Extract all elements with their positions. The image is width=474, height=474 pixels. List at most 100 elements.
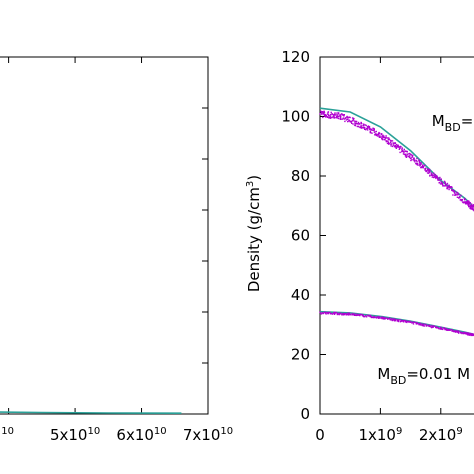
scatter-point <box>382 134 384 136</box>
scatter-point <box>418 159 420 161</box>
scatter-point <box>331 113 333 115</box>
scatter-point <box>384 317 387 319</box>
scatter-point <box>387 141 390 143</box>
scatter-point <box>393 142 395 144</box>
scatter-point <box>472 333 474 335</box>
scatter-point <box>451 186 453 189</box>
scatter-point <box>390 141 392 143</box>
scatter-point <box>322 116 324 119</box>
scatter-point <box>367 125 370 127</box>
scatter-point <box>351 122 353 124</box>
scatter-point <box>425 167 427 169</box>
scatter-point <box>378 131 380 134</box>
scatter-point <box>319 311 321 313</box>
scatter-point <box>446 329 448 331</box>
scatter-point <box>366 125 369 128</box>
scatter-point <box>448 328 450 331</box>
scatter-point <box>468 203 470 205</box>
scatter-point <box>334 312 337 314</box>
scatter-point <box>417 164 419 166</box>
scatter-point <box>341 113 343 115</box>
scatter-point <box>428 168 431 171</box>
scatter-point <box>355 120 357 123</box>
scatter-point <box>423 325 425 327</box>
scatter-point <box>381 135 383 137</box>
scatter-point <box>436 175 438 177</box>
scatter-point <box>371 132 373 134</box>
scatter-point <box>347 120 349 123</box>
scatter-point <box>442 328 444 331</box>
right-scatter-series <box>319 110 474 212</box>
scatter-point <box>471 205 473 207</box>
scatter-point <box>468 205 471 208</box>
scatter-point <box>413 321 415 323</box>
scatter-point <box>336 312 339 314</box>
y-axis-label-text: Density (g/cm <box>245 187 263 292</box>
scatter-point <box>353 314 355 316</box>
scatter-point <box>448 188 450 191</box>
scatter-point <box>459 195 461 198</box>
scatter-point <box>453 192 456 194</box>
scatter-point <box>455 193 457 196</box>
scatter-point <box>324 116 327 118</box>
right-y-tick-label: 80 <box>291 167 310 185</box>
left-series-line <box>0 411 182 414</box>
scatter-point <box>434 176 436 178</box>
scatter-point <box>358 123 360 125</box>
scatter-point <box>408 152 411 155</box>
scatter-point <box>390 143 393 145</box>
scatter-point <box>413 159 415 161</box>
scatter-point <box>339 114 341 116</box>
scatter-point <box>379 136 381 138</box>
scatter-point <box>375 134 378 137</box>
scatter-point <box>367 315 369 317</box>
scatter-point <box>383 317 385 320</box>
scatter-point <box>322 112 324 114</box>
scatter-point <box>416 157 418 160</box>
scatter-point <box>339 313 341 315</box>
scatter-point <box>342 117 345 119</box>
scatter-point <box>342 313 344 315</box>
scatter-point <box>324 311 326 314</box>
scatter-point <box>446 186 448 188</box>
tick-mantissa: 6x10 <box>116 426 154 444</box>
scatter-point <box>344 120 346 123</box>
scatter-point <box>383 139 386 141</box>
scatter-point <box>433 175 435 177</box>
scatter-point <box>342 314 344 316</box>
scatter-point <box>376 133 378 136</box>
scatter-point <box>454 194 456 196</box>
scatter-point <box>370 128 372 130</box>
scatter-point <box>406 154 409 156</box>
scatter-point <box>421 324 424 327</box>
scatter-point <box>405 153 407 155</box>
scatter-point <box>443 185 445 187</box>
scatter-point <box>379 135 381 137</box>
scatter-point <box>468 201 470 204</box>
scatter-point <box>362 124 365 127</box>
scatter-point <box>381 316 384 318</box>
scatter-point <box>411 155 414 158</box>
scatter-point <box>358 125 360 128</box>
scatter-point <box>345 314 347 316</box>
scatter-point <box>405 320 407 323</box>
scatter-point <box>435 177 437 180</box>
scatter-point <box>380 317 382 319</box>
scatter-point <box>340 115 342 117</box>
scatter-point <box>395 146 397 148</box>
scatter-point <box>445 185 447 187</box>
tick-exponent: 10 <box>1 426 14 437</box>
scatter-point <box>361 125 363 127</box>
annotation-subscript: BD <box>390 374 406 387</box>
scatter-point <box>327 113 329 116</box>
scatter-point <box>348 313 351 315</box>
scatter-point <box>348 314 350 316</box>
scatter-point <box>343 313 346 316</box>
scatter-point <box>389 139 392 141</box>
scatter-point <box>337 116 339 118</box>
scatter-point <box>438 181 441 184</box>
scatter-point <box>401 151 403 153</box>
scatter-point <box>458 196 460 199</box>
scatter-point <box>374 316 376 318</box>
